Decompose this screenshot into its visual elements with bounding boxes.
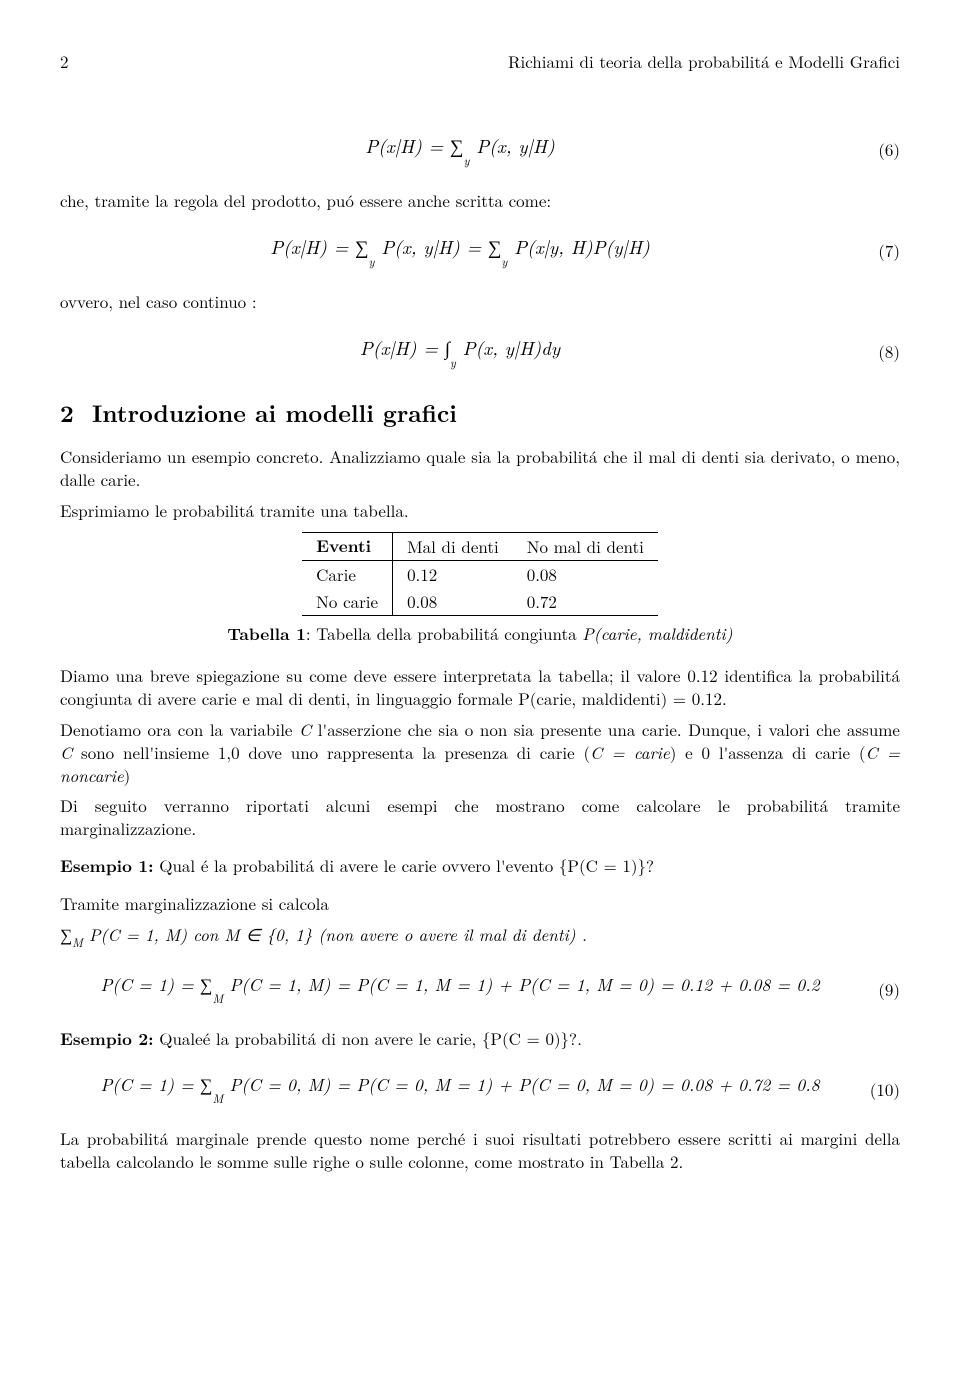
section-heading: Introduzione ai modelli grafici [92, 396, 457, 430]
para-express-table: Esprimiamo le probabilitá tramite una ta… [60, 499, 900, 522]
example-2: Esempio 2: Qualeé la probabilitá di non … [60, 1027, 900, 1051]
caption-formula: P(carie, maldidenti) [582, 621, 732, 645]
eq7-num: (7) [860, 239, 900, 262]
p9b: P(C = 1, M) con M ∈ {0, 1} (non avere o … [83, 922, 587, 946]
para-product-rule: che, tramite la regola del prodotto, puó… [60, 189, 900, 212]
equation-7: P(x|H) = ∑y P(x, y|H) = ∑y P(x|y, H)P(y|… [60, 234, 900, 268]
t6e: sono nell'insieme 1,0 dove uno rappresen… [72, 740, 590, 764]
eq10-a: P(C = 1) = ∑ [100, 1072, 212, 1097]
p9sub: M [72, 934, 83, 951]
ex2-label: Esempio 2: [60, 1027, 154, 1051]
td-carie-nomal: 0.08 [513, 560, 658, 587]
para-continuous: ovvero, nel caso continuo : [60, 290, 900, 313]
page-header: 2 Richiami di teoria della probabilitá e… [60, 50, 900, 73]
ex1-label: Esempio 1: [60, 854, 154, 878]
ex2-text: Qualeé la probabilitá di non avere le ca… [154, 1026, 582, 1050]
section-number: 2 [60, 396, 74, 430]
table-1-caption: Tabella 1: Tabella della probabilitá con… [60, 622, 900, 646]
running-title: Richiami di teoria della probabilitá e M… [508, 50, 900, 73]
p9a: ∑ [60, 922, 72, 946]
td-nocarie-mal: 0.08 [393, 588, 513, 615]
para-example-intro: Consideriamo un esempio concreto. Analiz… [60, 445, 900, 491]
eq8-num: (8) [860, 340, 900, 363]
eq9-b: P(C = 1, M) = P(C = 1, M = 1) + P(C = 1,… [223, 972, 819, 997]
eq8-b: P(x, y|H)dy [456, 334, 560, 361]
eq10-num: (10) [860, 1078, 900, 1101]
para-sum-expr: ∑M P(C = 1, M) con M ∈ {0, 1} (non avere… [60, 923, 900, 951]
para-table-explain: Diamo una breve spiegazione su come deve… [60, 664, 900, 710]
ex1-text: Qual é la probabilitá di avere le carie … [154, 853, 654, 877]
t6d: C [60, 740, 72, 764]
example-1: Esempio 1: Qual é la probabilitá di aver… [60, 854, 900, 878]
eq9-sub: M [212, 990, 223, 1007]
td-nocarie-nomal: 0.72 [513, 588, 658, 615]
t6b: C [299, 717, 311, 741]
th-nomal: No mal di denti [513, 533, 658, 561]
para-marginalization-intro: Di seguito verranno riportati alcuni ese… [60, 794, 900, 840]
t6a: Denotiamo ora con la variabile [60, 717, 299, 741]
equation-10: P(C = 1) = ∑M P(C = 0, M) = P(C = 0, M =… [60, 1073, 900, 1105]
para-marginal-name: La probabilitá marginale prende questo n… [60, 1127, 900, 1173]
eq6-num: (6) [860, 138, 900, 161]
td-carie-mal: 0.12 [393, 560, 513, 587]
eq6-rhs: P(x, y|H) [469, 132, 554, 159]
caption-label: Tabella 1 [227, 622, 305, 646]
t6g: ) e 0 l'assenza di carie ( [670, 740, 866, 764]
eq7-a: P(x|H) = ∑ [270, 233, 368, 260]
t6f: C = carie [590, 740, 670, 764]
eq10-sub: M [212, 1090, 223, 1107]
eq9-a: P(C = 1) = ∑ [100, 972, 212, 997]
para-variable-c: Denotiamo ora con la variabile C l'asser… [60, 718, 900, 787]
probability-table: Eventi Mal di denti No mal di denti Cari… [302, 532, 658, 616]
para-calc-intro: Tramite marginalizzazione si calcola [60, 892, 900, 915]
td-nocarie: No carie [302, 588, 392, 615]
equation-9: P(C = 1) = ∑M P(C = 1, M) = P(C = 1, M =… [60, 973, 900, 1005]
eq7-b: P(x, y|H) = ∑ [374, 233, 501, 260]
equation-8: P(x|H) = ∫y P(x, y|H)dy (8) [60, 335, 900, 369]
th-eventi: Eventi [302, 533, 392, 561]
t6c: l'asserzione che sia o non sia presente … [311, 717, 900, 741]
page-number: 2 [60, 50, 69, 73]
td-carie: Carie [302, 560, 392, 587]
eq7-c: P(x|y, H)P(y|H) [507, 233, 649, 260]
eq9-num: (9) [860, 978, 900, 1001]
eq6-lhs: P(x|H) = ∑ [365, 132, 463, 159]
equation-6: P(x|H) = ∑y P(x, y|H) (6) [60, 133, 900, 167]
eq8-a: P(x|H) = ∫ [360, 334, 450, 361]
th-mal: Mal di denti [393, 533, 513, 561]
caption-text: : Tabella della probabilitá congiunta [306, 621, 582, 645]
t6i: ) [124, 763, 131, 787]
eq10-b: P(C = 0, M) = P(C = 0, M = 1) + P(C = 0,… [223, 1072, 819, 1097]
section-2-title: 2 Introduzione ai modelli grafici [60, 397, 900, 429]
